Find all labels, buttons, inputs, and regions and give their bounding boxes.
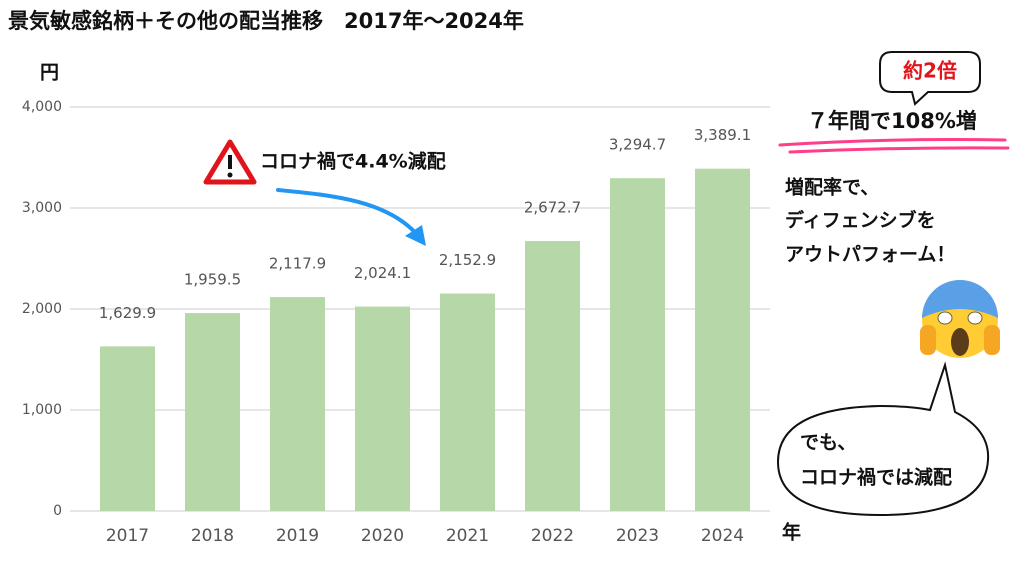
x-tick-label: 2017 (106, 526, 149, 546)
bubble-shape (776, 361, 990, 517)
x-tick-label: 2023 (616, 526, 659, 546)
x-tick-label: 2019 (276, 526, 319, 546)
emoji-forehead (922, 280, 998, 318)
annotation-text: 約2倍 (903, 59, 957, 83)
data-label: 2,152.9 (439, 251, 496, 269)
speech-bubble: でも、 コロナ禍では減配 (776, 361, 990, 517)
bar (270, 297, 325, 511)
bar (100, 346, 155, 511)
emoji (920, 280, 1000, 358)
annotation-text: 増配率で、 (785, 176, 879, 199)
emoji-hand (920, 325, 936, 355)
x-tick-label: 2021 (446, 526, 489, 546)
bar (440, 293, 495, 511)
bar (610, 178, 665, 512)
annotation-text: コロナ禍では減配 (800, 466, 952, 489)
data-label: 3,389.1 (694, 126, 751, 144)
annotation-text: アウトパフォーム！ (785, 244, 955, 266)
emoji-hand (984, 325, 1000, 355)
warning-mark (228, 155, 232, 169)
data-label: 2,024.1 (354, 264, 411, 282)
data-label: 1,959.5 (184, 271, 241, 289)
plot-area: 0 1,000 2,000 3,000 4,000 2017 1,629.9 2018 1,95… (22, 99, 770, 546)
annotation-text: ７年間で108%増 (807, 109, 977, 133)
data-label: 2,117.9 (269, 255, 326, 273)
annotation-text: コロナ禍で4.4%減配 (260, 150, 446, 173)
data-label: 3,294.7 (609, 136, 666, 154)
y-tick-label: 0 (53, 503, 62, 519)
bar (695, 168, 750, 511)
y-tick-label: 1,000 (22, 402, 62, 418)
arrow-head (405, 225, 426, 246)
covid-annotation: コロナ禍で4.4%減配 (203, 139, 446, 246)
y-axis-label: 円 (40, 62, 59, 84)
chart-title: 景気敏感銘柄＋その他の配当推移 2017年〜2024年 (8, 9, 524, 33)
bar (355, 306, 410, 511)
underline (778, 138, 1010, 154)
annotation-text: でも、 (800, 432, 856, 454)
y-tick-label: 3,000 (22, 200, 62, 216)
x-tick-label: 2018 (191, 526, 234, 546)
y-tick-label: 4,000 (22, 99, 62, 115)
emoji-mouth (951, 328, 969, 356)
emoji-eye (937, 311, 953, 325)
annotation-text: ディフェンシブを (785, 209, 936, 232)
x-axis-label: 年 (782, 521, 801, 544)
bar (185, 313, 240, 511)
data-label: 2,672.7 (524, 199, 581, 217)
y-tick-label: 2,000 (22, 301, 62, 317)
warning-dot (227, 172, 233, 178)
bubble-shape (879, 51, 981, 106)
arrow (276, 188, 422, 240)
x-tick-label: 2024 (701, 526, 744, 546)
emoji-eye (967, 311, 983, 325)
bar (525, 241, 580, 511)
x-tick-label: 2022 (531, 526, 574, 546)
double-bubble: 約2倍 (879, 51, 981, 106)
data-label: 1,629.9 (99, 304, 156, 322)
x-tick-label: 2020 (361, 526, 404, 546)
